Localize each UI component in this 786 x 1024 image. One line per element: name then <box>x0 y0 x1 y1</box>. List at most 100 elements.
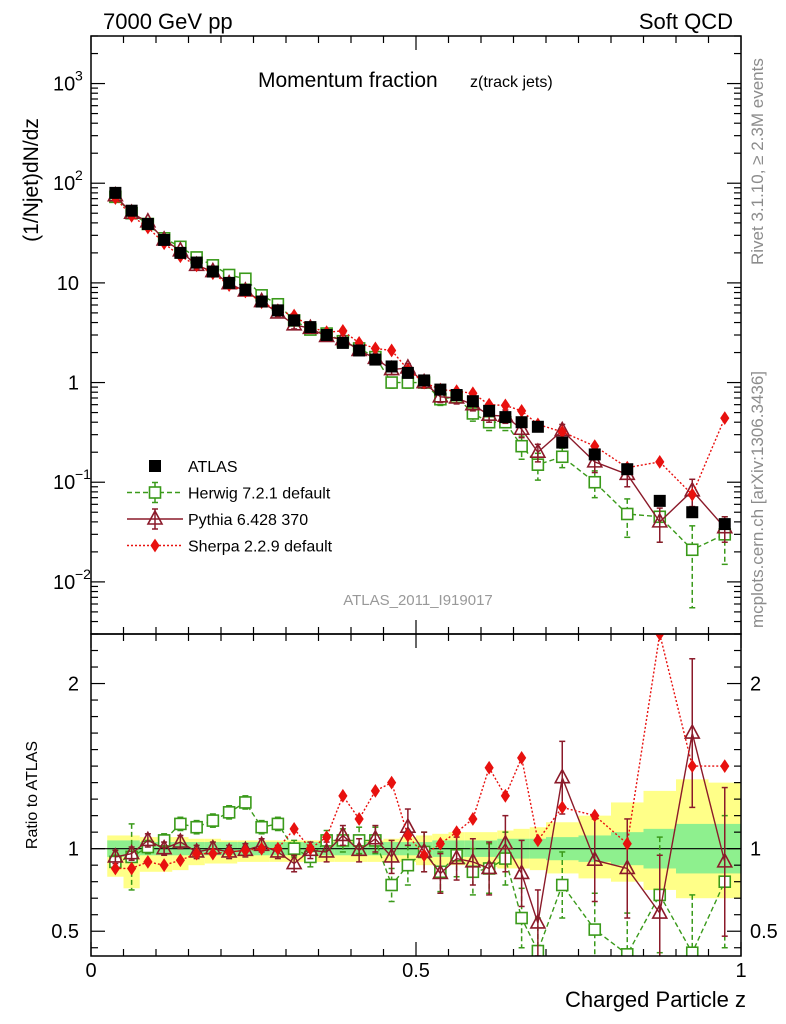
legend-entry: Pythia 6.428 370 <box>127 508 308 530</box>
main-plot-panel: Momentum fraction z(track jets) (1/Njet)… <box>20 35 742 635</box>
sherpa-marker <box>192 846 202 861</box>
pythia-marker <box>285 853 303 870</box>
pythia-marker <box>432 863 449 880</box>
main-title: Momentum fraction <box>258 69 438 92</box>
x-tick-label: 0.5 <box>402 960 430 982</box>
sherpa-marker <box>533 833 543 848</box>
sherpa-marker <box>720 411 730 425</box>
herwig-marker <box>255 820 268 834</box>
sherpa-marker <box>305 841 315 856</box>
legend-entry: ATLAS <box>149 459 238 476</box>
pythia-marker <box>172 832 189 848</box>
sherpa-marker <box>655 454 665 469</box>
ratio-y-tick-label-right: 1 <box>750 839 761 861</box>
sherpa-marker <box>354 812 364 826</box>
atlas-marker <box>353 344 366 357</box>
herwig-marker <box>385 878 398 892</box>
herwig-marker <box>287 842 301 855</box>
legend-entry: Sherpa 2.2.9 default <box>127 539 333 556</box>
pythia-marker <box>513 863 530 880</box>
pythia-marker <box>553 767 571 784</box>
sherpa-marker <box>720 759 730 774</box>
sherpa-marker <box>403 828 413 843</box>
ratio-y-axis-label: Ratio to ATLAS <box>24 741 41 849</box>
herwig-marker <box>239 796 252 809</box>
sherpa-marker <box>159 858 169 873</box>
herwig-marker <box>515 911 528 925</box>
ratio-data-layer <box>107 634 734 956</box>
pythia-marker <box>618 858 636 875</box>
pythia-marker <box>383 847 400 863</box>
atlas-marker <box>653 494 666 507</box>
ratio-y-tick-label: 1 <box>68 839 79 861</box>
atlas-marker <box>418 374 431 387</box>
sherpa-marker <box>240 843 250 858</box>
main-data-layer <box>107 185 734 609</box>
y-tick-exponent: 2 <box>75 167 83 183</box>
sherpa-marker <box>387 775 397 790</box>
pythia-marker <box>529 442 547 459</box>
y-tick-label: 10 <box>53 572 75 594</box>
herwig-marker <box>206 814 220 827</box>
sherpa-marker <box>322 830 332 845</box>
main-y-axis-label: (1/Njet)dN/dz <box>20 118 43 242</box>
sherpa-marker <box>257 841 267 856</box>
sherpa-marker <box>687 487 697 502</box>
herwig-marker <box>588 475 602 489</box>
atlas-marker <box>288 314 301 327</box>
y-tick-label: 10 <box>53 472 75 494</box>
herwig-marker <box>222 806 236 819</box>
atlas-marker <box>304 321 317 334</box>
atlas-marker <box>466 395 479 408</box>
atlas-marker <box>686 506 699 519</box>
ratio-y-tick-label: 2 <box>68 674 79 696</box>
sherpa-marker <box>557 800 567 815</box>
herwig-marker <box>271 817 285 831</box>
pythia-marker <box>139 830 157 847</box>
sherpa-marker <box>175 853 185 868</box>
pythia-marker <box>367 829 384 845</box>
y-tick-label: 10 <box>53 173 75 195</box>
sherpa-marker <box>419 848 429 863</box>
legend-label: Herwig 7.2.1 default <box>188 486 331 503</box>
sherpa-line-main <box>114 197 726 496</box>
y-tick-exponent: 3 <box>75 68 83 84</box>
legend-entry: Herwig 7.2.1 default <box>127 481 331 504</box>
atlas-marker <box>515 416 528 429</box>
legend-label: Sherpa 2.2.9 default <box>188 539 333 556</box>
atlas-marker <box>336 336 349 349</box>
side-label-top: Rivet 3.1.10, ≥ 2.3M events <box>748 58 767 265</box>
herwig-marker <box>588 923 602 936</box>
x-tick-label: 0 <box>85 960 96 982</box>
atlas-marker <box>621 463 634 476</box>
atlas-marker <box>556 436 569 449</box>
sherpa-marker <box>468 812 478 826</box>
sherpa-marker <box>500 788 510 803</box>
atlas-marker <box>718 518 731 531</box>
pythia-marker <box>269 842 287 858</box>
pythia-marker <box>123 843 140 860</box>
sherpa-marker <box>224 845 234 859</box>
herwig-marker <box>555 450 569 464</box>
atlas-marker <box>271 304 284 317</box>
atlas-marker <box>125 204 138 217</box>
sherpa-marker <box>150 538 160 553</box>
ratio-y-tick-label-right: 2 <box>750 674 761 696</box>
legend: ATLAS Herwig 7.2.1 default Pythia 6.428 37… <box>127 459 333 556</box>
herwig-marker <box>385 376 398 389</box>
sherpa-marker <box>273 841 283 856</box>
legend-label: Pythia 6.428 370 <box>188 512 308 529</box>
atlas-marker <box>158 233 171 246</box>
atlas-marker <box>223 276 236 289</box>
pythia-marker <box>651 512 669 528</box>
atlas-marker <box>401 366 414 379</box>
atlas-marker <box>206 265 219 278</box>
atlas-marker <box>190 256 203 269</box>
pythia-marker <box>529 913 547 929</box>
herwig-marker <box>401 858 415 872</box>
sherpa-marker <box>338 323 348 338</box>
sherpa-marker <box>110 861 120 876</box>
y-tick-label: 10 <box>53 74 75 96</box>
